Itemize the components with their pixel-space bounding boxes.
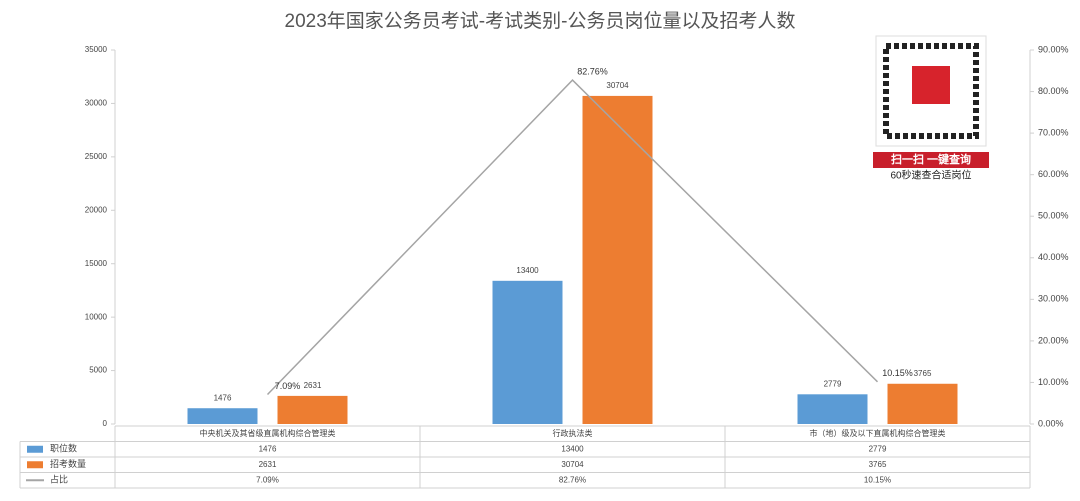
- annotation: 扫一扫 一键查询: [891, 152, 971, 166]
- y-tick-label: 30000: [85, 99, 108, 108]
- y2-tick-label: 20.00%: [1038, 335, 1069, 345]
- table-value: 2631: [259, 460, 277, 469]
- data-label: 1476: [214, 393, 232, 402]
- annotation: 60秒速查合适岗位: [890, 169, 971, 182]
- y2-tick-label: 30.00%: [1038, 294, 1069, 304]
- legend-key: [27, 445, 43, 453]
- y2-tick-label: 70.00%: [1038, 127, 1069, 137]
- bar: [887, 383, 958, 424]
- data-label: 10.15%: [882, 368, 913, 378]
- y-tick-label: 5000: [89, 366, 107, 375]
- legend-label: 占比: [50, 474, 68, 485]
- x-tick-label: 中央机关及其省级直属机构综合管理类: [200, 428, 336, 438]
- data-label: 13400: [516, 266, 539, 275]
- table-value: 30704: [561, 460, 584, 469]
- qr-card: 扫一扫 一键查询 60秒速查合适岗位: [873, 35, 989, 182]
- x-tick-label: 行政执法类: [553, 428, 593, 438]
- legend-label: 职位数: [50, 443, 77, 454]
- bar: [277, 395, 348, 424]
- y-tick-label: 10000: [85, 312, 108, 321]
- y2-tick-label: 0.00%: [1038, 418, 1064, 428]
- y2-tick-label: 60.00%: [1038, 169, 1069, 179]
- y-tick-label: 35000: [85, 45, 108, 54]
- y2-tick-label: 40.00%: [1038, 252, 1069, 262]
- data-label: 2779: [824, 379, 842, 388]
- bar: [797, 394, 868, 424]
- table-value: 1476: [259, 444, 277, 453]
- table-value: 7.09%: [256, 475, 279, 484]
- bar: [582, 95, 653, 425]
- data-label: 82.76%: [577, 66, 608, 76]
- y-tick-label: 0: [103, 419, 108, 428]
- y-tick-label: 15000: [85, 259, 108, 268]
- table-value: 13400: [561, 444, 584, 453]
- chart-title: 2023年国家公务员考试-考试类别-公务员岗位量以及招考人数: [285, 10, 796, 32]
- x-tick-label: 市（地）级及以下直属机构综合管理类: [810, 428, 946, 438]
- y2-tick-label: 90.00%: [1038, 44, 1069, 54]
- table-value: 3765: [869, 460, 887, 469]
- data-label: 2631: [304, 381, 322, 390]
- y2-tick-label: 50.00%: [1038, 211, 1069, 221]
- y-tick-label: 25000: [85, 152, 108, 161]
- table-value: 2779: [869, 444, 887, 453]
- legend-label: 招考数量: [50, 458, 86, 469]
- table-value: 82.76%: [559, 475, 586, 484]
- line-series: [266, 79, 879, 396]
- data-label: 7.09%: [275, 381, 301, 391]
- bar: [187, 408, 258, 424]
- data-label: 30704: [606, 81, 629, 90]
- y2-tick-label: 80.00%: [1038, 86, 1069, 96]
- data-label: 3765: [914, 369, 932, 378]
- y-tick-label: 20000: [85, 205, 108, 214]
- legend-key: [27, 461, 43, 469]
- y2-tick-label: 10.00%: [1038, 377, 1069, 387]
- bar: [492, 280, 563, 424]
- table-value: 10.15%: [864, 475, 891, 484]
